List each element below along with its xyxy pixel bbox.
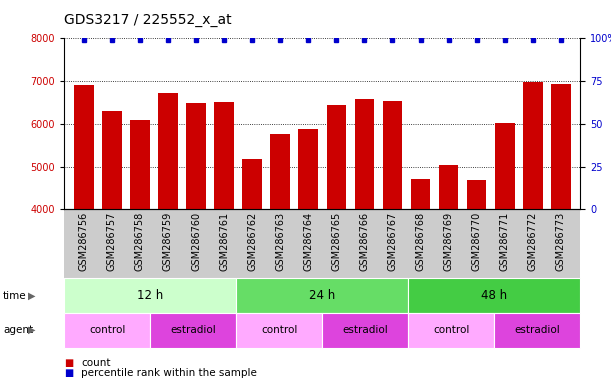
Bar <box>186 103 206 380</box>
Bar <box>411 179 430 380</box>
Bar <box>243 159 262 380</box>
Text: ■: ■ <box>64 368 73 378</box>
Bar <box>523 82 543 380</box>
Bar <box>551 84 571 380</box>
Bar <box>298 129 318 380</box>
Text: ■: ■ <box>64 358 73 368</box>
Text: control: control <box>89 325 125 335</box>
Text: estradiol: estradiol <box>170 325 216 335</box>
Text: estradiol: estradiol <box>514 325 560 335</box>
Bar <box>130 119 150 380</box>
Text: 48 h: 48 h <box>481 289 508 302</box>
Bar <box>382 101 402 380</box>
Text: percentile rank within the sample: percentile rank within the sample <box>81 368 257 378</box>
Text: 24 h: 24 h <box>309 289 335 302</box>
Text: control: control <box>433 325 470 335</box>
Text: 12 h: 12 h <box>137 289 163 302</box>
Bar <box>158 93 178 380</box>
Text: control: control <box>261 325 298 335</box>
Text: agent: agent <box>3 325 33 335</box>
Text: ▶: ▶ <box>27 325 35 335</box>
Bar <box>467 180 486 380</box>
Bar <box>354 99 374 380</box>
Text: ▶: ▶ <box>27 291 35 301</box>
Bar <box>326 104 346 380</box>
Bar <box>495 123 514 380</box>
Bar <box>214 102 234 380</box>
Text: count: count <box>81 358 111 368</box>
Text: estradiol: estradiol <box>342 325 388 335</box>
Bar <box>102 111 122 380</box>
Bar <box>439 165 458 380</box>
Text: time: time <box>3 291 27 301</box>
Bar <box>271 134 290 380</box>
Bar <box>74 84 93 380</box>
Text: GDS3217 / 225552_x_at: GDS3217 / 225552_x_at <box>64 13 232 27</box>
